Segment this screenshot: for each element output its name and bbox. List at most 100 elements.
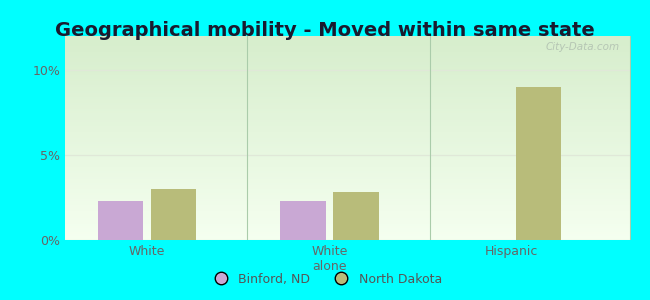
- Bar: [56, 112, 650, 113]
- Bar: [56, 128, 650, 130]
- Bar: [56, 199, 650, 201]
- Bar: [56, 73, 650, 75]
- Bar: [56, 87, 650, 89]
- Bar: [56, 38, 650, 40]
- Bar: [56, 158, 650, 160]
- Bar: [56, 40, 650, 42]
- Bar: [56, 212, 650, 214]
- Bar: [56, 164, 650, 166]
- Bar: [56, 99, 650, 101]
- Bar: [56, 228, 650, 230]
- Bar: [56, 148, 650, 150]
- Bar: [56, 142, 650, 144]
- Bar: [56, 214, 650, 215]
- Bar: [56, 236, 650, 238]
- Bar: [98, 201, 144, 240]
- Bar: [56, 179, 650, 181]
- Bar: [56, 197, 650, 199]
- Bar: [56, 195, 650, 197]
- Bar: [56, 238, 650, 240]
- Bar: [56, 113, 650, 116]
- Bar: [56, 91, 650, 93]
- Bar: [56, 85, 650, 87]
- Bar: [56, 42, 650, 44]
- Bar: [56, 101, 650, 103]
- Bar: [56, 232, 650, 234]
- Bar: [56, 181, 650, 183]
- Bar: [56, 183, 650, 185]
- Bar: [56, 175, 650, 177]
- Bar: [56, 156, 650, 158]
- Bar: [56, 89, 650, 91]
- Bar: [56, 46, 650, 48]
- Bar: [56, 56, 650, 58]
- Bar: [56, 207, 650, 209]
- Bar: [56, 44, 650, 46]
- Bar: [56, 136, 650, 138]
- Bar: [56, 69, 650, 71]
- Bar: [56, 201, 650, 203]
- Bar: [56, 234, 650, 236]
- Bar: [56, 154, 650, 156]
- Bar: [56, 189, 650, 191]
- Bar: [56, 138, 650, 140]
- Bar: [56, 226, 650, 228]
- Bar: [56, 169, 650, 171]
- Bar: [56, 93, 650, 95]
- Bar: [56, 203, 650, 205]
- Bar: [56, 54, 650, 56]
- Bar: [56, 95, 650, 97]
- Bar: [56, 144, 650, 146]
- Bar: [56, 187, 650, 189]
- Bar: [56, 163, 650, 164]
- Bar: [56, 107, 650, 110]
- Bar: [56, 167, 650, 169]
- Bar: [56, 48, 650, 50]
- Bar: [56, 83, 650, 85]
- Bar: [515, 87, 561, 240]
- Bar: [333, 192, 379, 240]
- Bar: [56, 215, 650, 217]
- Bar: [56, 205, 650, 207]
- Bar: [56, 209, 650, 211]
- Bar: [56, 71, 650, 73]
- Bar: [56, 218, 650, 220]
- Bar: [56, 173, 650, 175]
- Bar: [56, 52, 650, 54]
- Bar: [56, 81, 650, 83]
- Bar: [56, 193, 650, 195]
- Bar: [56, 177, 650, 179]
- Bar: [56, 124, 650, 126]
- Legend: Binford, ND, North Dakota: Binford, ND, North Dakota: [203, 268, 447, 291]
- Bar: [56, 79, 650, 81]
- Bar: [56, 224, 650, 226]
- Bar: [56, 140, 650, 142]
- Bar: [56, 75, 650, 77]
- Bar: [280, 201, 326, 240]
- Bar: [56, 58, 650, 61]
- Bar: [56, 160, 650, 163]
- Bar: [56, 191, 650, 193]
- Bar: [56, 110, 650, 112]
- Bar: [56, 50, 650, 52]
- Bar: [56, 120, 650, 122]
- Bar: [56, 36, 650, 38]
- Bar: [56, 152, 650, 154]
- Bar: [56, 150, 650, 152]
- Bar: [56, 116, 650, 118]
- Bar: [56, 230, 650, 232]
- Bar: [56, 222, 650, 224]
- Bar: [56, 62, 650, 64]
- Bar: [56, 171, 650, 173]
- Bar: [56, 220, 650, 222]
- Bar: [56, 64, 650, 67]
- Bar: [56, 97, 650, 99]
- Bar: [56, 118, 650, 120]
- Bar: [56, 122, 650, 124]
- Bar: [151, 189, 196, 240]
- Bar: [56, 61, 650, 62]
- Bar: [56, 103, 650, 105]
- Bar: [56, 132, 650, 134]
- Bar: [56, 134, 650, 136]
- Text: City-Data.com: City-Data.com: [545, 42, 619, 52]
